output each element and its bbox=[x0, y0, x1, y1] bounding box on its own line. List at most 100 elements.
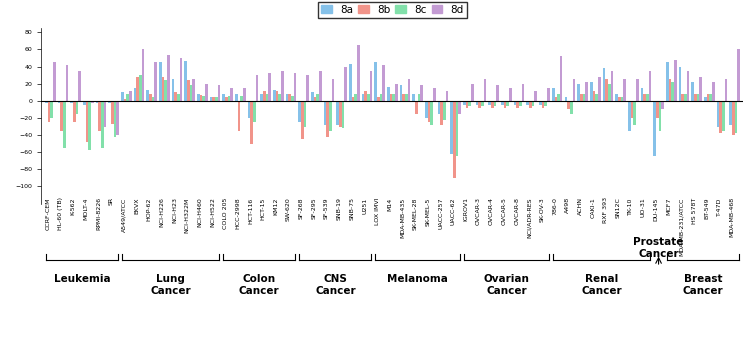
Bar bbox=[628, 101, 631, 131]
Text: Lung
Cancer: Lung Cancer bbox=[150, 274, 191, 296]
Bar bbox=[154, 62, 157, 101]
Bar bbox=[488, 101, 491, 105]
Bar bbox=[253, 101, 255, 122]
Bar bbox=[303, 101, 306, 126]
Bar bbox=[316, 94, 319, 101]
Bar bbox=[231, 88, 233, 101]
Bar bbox=[354, 94, 357, 101]
Bar bbox=[539, 101, 541, 105]
Bar bbox=[593, 91, 596, 101]
Bar bbox=[63, 101, 65, 148]
Bar bbox=[177, 94, 179, 101]
Bar bbox=[116, 101, 119, 135]
Bar bbox=[60, 101, 63, 131]
Bar bbox=[250, 101, 253, 144]
Bar bbox=[50, 101, 53, 118]
Bar bbox=[205, 84, 207, 101]
Bar bbox=[734, 101, 737, 133]
Bar bbox=[141, 49, 144, 101]
Bar bbox=[732, 101, 734, 135]
Bar bbox=[349, 64, 351, 101]
Bar bbox=[590, 82, 593, 101]
Bar bbox=[580, 94, 583, 101]
Bar bbox=[430, 101, 433, 125]
Bar bbox=[362, 94, 364, 101]
Bar bbox=[529, 101, 532, 108]
Bar bbox=[279, 94, 281, 101]
Bar bbox=[656, 101, 659, 118]
Bar bbox=[725, 79, 727, 101]
Bar bbox=[684, 94, 686, 101]
Bar bbox=[179, 58, 182, 101]
Bar bbox=[674, 60, 677, 101]
Bar bbox=[174, 92, 177, 101]
Text: Ovarian
Cancer: Ovarian Cancer bbox=[484, 274, 529, 296]
Bar bbox=[159, 62, 161, 101]
Bar bbox=[314, 97, 316, 101]
Legend: 8a, 8b, 8c, 8d: 8a, 8b, 8c, 8d bbox=[318, 2, 467, 18]
Bar bbox=[301, 101, 303, 139]
Bar bbox=[47, 101, 50, 122]
Bar bbox=[98, 101, 101, 131]
Bar bbox=[456, 101, 458, 157]
Bar bbox=[722, 101, 725, 131]
Bar bbox=[557, 94, 559, 101]
Bar bbox=[451, 101, 453, 154]
Bar bbox=[570, 101, 572, 114]
Bar bbox=[164, 80, 167, 101]
Bar bbox=[694, 94, 697, 101]
Bar bbox=[248, 101, 250, 118]
Bar bbox=[659, 101, 661, 131]
Bar bbox=[602, 68, 605, 101]
Bar bbox=[291, 96, 294, 101]
Bar bbox=[405, 94, 408, 101]
Bar bbox=[184, 61, 187, 101]
Bar bbox=[235, 94, 237, 101]
Bar bbox=[463, 101, 466, 105]
Bar bbox=[108, 101, 111, 104]
Bar bbox=[737, 49, 740, 101]
Bar bbox=[83, 101, 86, 105]
Bar bbox=[481, 101, 484, 106]
Bar bbox=[408, 79, 410, 101]
Bar bbox=[476, 101, 478, 105]
Bar bbox=[554, 97, 557, 101]
Bar bbox=[443, 101, 446, 120]
Bar bbox=[506, 101, 509, 106]
Bar bbox=[691, 82, 694, 101]
Bar bbox=[491, 101, 494, 108]
Bar bbox=[668, 79, 671, 101]
Bar bbox=[433, 88, 436, 101]
Bar bbox=[306, 75, 309, 101]
Text: Renal
Cancer: Renal Cancer bbox=[581, 274, 622, 296]
Bar bbox=[567, 101, 570, 110]
Bar bbox=[336, 101, 339, 125]
Bar bbox=[425, 101, 428, 118]
Bar bbox=[636, 79, 638, 101]
Bar bbox=[522, 84, 524, 101]
Bar bbox=[281, 71, 284, 101]
Bar bbox=[598, 77, 601, 101]
Bar bbox=[501, 101, 504, 105]
Bar bbox=[666, 62, 668, 101]
Bar bbox=[471, 84, 474, 101]
Bar bbox=[189, 85, 192, 101]
Bar bbox=[699, 77, 702, 101]
Bar bbox=[377, 97, 380, 101]
Bar bbox=[86, 101, 88, 142]
Text: Prostate
Cancer: Prostate Cancer bbox=[633, 238, 683, 259]
Bar bbox=[152, 97, 154, 101]
Bar bbox=[113, 101, 116, 137]
Bar bbox=[729, 101, 732, 125]
Bar bbox=[200, 95, 202, 101]
Bar bbox=[324, 101, 327, 125]
Bar bbox=[240, 96, 243, 101]
Bar bbox=[268, 73, 271, 101]
Bar bbox=[403, 94, 405, 101]
Bar bbox=[357, 45, 360, 101]
Bar bbox=[53, 62, 56, 101]
Bar bbox=[421, 85, 423, 101]
Bar bbox=[415, 101, 418, 114]
Bar bbox=[547, 88, 550, 101]
Bar bbox=[171, 79, 174, 101]
